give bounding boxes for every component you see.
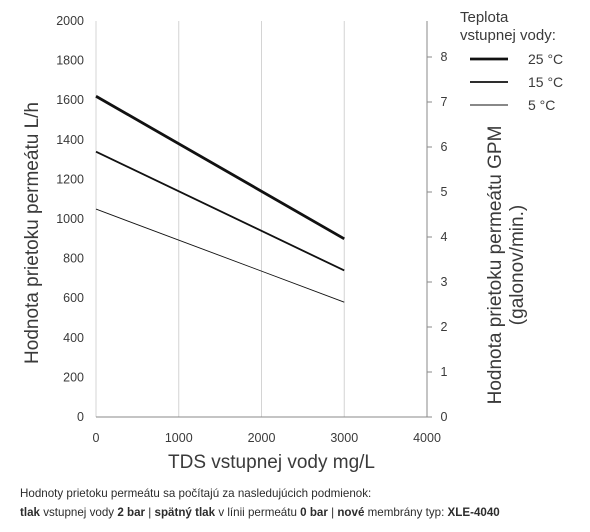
footnote-segment: | — [145, 506, 155, 519]
legend-title-line2: vstupnej vody: — [460, 27, 556, 44]
y-tick-label: 2000 — [56, 14, 84, 28]
y-tick-label: 1000 — [56, 212, 84, 226]
y2-tick-label: 8 — [441, 50, 448, 64]
legend: Teplota vstupnej vody: 25 °C 15 °C 5 °C — [460, 9, 563, 113]
y-tick-label: 600 — [63, 291, 84, 305]
legend-label-1: 15 °C — [528, 74, 563, 90]
footnote-segment: | — [327, 506, 338, 519]
series-line-2 — [95, 208, 345, 303]
legend-label-2: 5 °C — [528, 97, 555, 113]
footnote-line2: tlak vstupnej vody 2 bar | spätný tlak v… — [20, 503, 500, 522]
series-lines — [95, 95, 345, 303]
y-tick-label: 0 — [77, 410, 84, 424]
footnote: Hodnoty prietoku permeátu sa počítajú za… — [20, 484, 500, 522]
axes — [96, 21, 432, 418]
footnote-segment: 0 bar — [300, 506, 328, 519]
axis-titles: TDS vstupnej vody mg/L Hodnota prietoku … — [22, 102, 528, 473]
y2-tick-label: 2 — [441, 320, 448, 334]
footnote-line1: Hodnoty prietoku permeátu sa počítajú za… — [20, 487, 372, 500]
legend-label-0: 25 °C — [528, 51, 563, 67]
footnote-segment: 2 bar — [117, 506, 146, 519]
y-tick-label: 1800 — [56, 54, 84, 68]
y2-tick-label: 1 — [441, 365, 448, 379]
footnote-segment: membrány typ: — [364, 506, 448, 519]
x-tick-label: 4000 — [413, 431, 441, 445]
y2-tick-label: 3 — [441, 275, 448, 289]
y-axis-title: Hodnota prietoku permeátu L/h — [22, 102, 43, 364]
y2-axis-title-line1: Hodnota prietoku permeátu GPM — [485, 126, 506, 405]
x-axis-title: TDS vstupnej vody mg/L — [168, 452, 375, 473]
legend-items: 25 °C 15 °C 5 °C — [470, 51, 563, 113]
footnote-segment: tlak — [20, 506, 40, 519]
y-tick-label: 1200 — [56, 172, 84, 186]
y2-axis-title-line2: (galonov/min.) — [507, 205, 528, 325]
series-line-1 — [95, 150, 345, 272]
grid — [95, 21, 428, 417]
x-tick-label: 1000 — [165, 431, 193, 445]
y2-tick-label: 6 — [441, 140, 448, 154]
footnote-segment: vstupnej vody — [39, 506, 118, 519]
footnote-segment: XLE-4040 — [447, 506, 500, 519]
x-tick-label: 0 — [93, 431, 100, 445]
series-line-0 — [95, 95, 345, 241]
x-tick-label: 3000 — [330, 431, 358, 445]
y2-tick-label: 7 — [441, 95, 448, 109]
footnote-segment: v línii permeátu — [215, 506, 301, 519]
x-tick-label: 2000 — [248, 431, 276, 445]
y2-tick-label: 5 — [441, 185, 448, 199]
y-tick-label: 200 — [63, 370, 84, 384]
legend-title-line1: Teplota — [460, 9, 509, 26]
y2-tick-label: 4 — [441, 230, 448, 244]
footnote-segment: nové — [337, 506, 365, 519]
y-tick-label: 1400 — [56, 133, 84, 147]
y-tick-label: 800 — [63, 252, 84, 266]
footnote-segment: spätný tlak — [154, 506, 216, 519]
y-tick-label: 1600 — [56, 93, 84, 107]
y2-tick-label: 0 — [441, 410, 448, 424]
y-tick-label: 400 — [63, 331, 84, 345]
